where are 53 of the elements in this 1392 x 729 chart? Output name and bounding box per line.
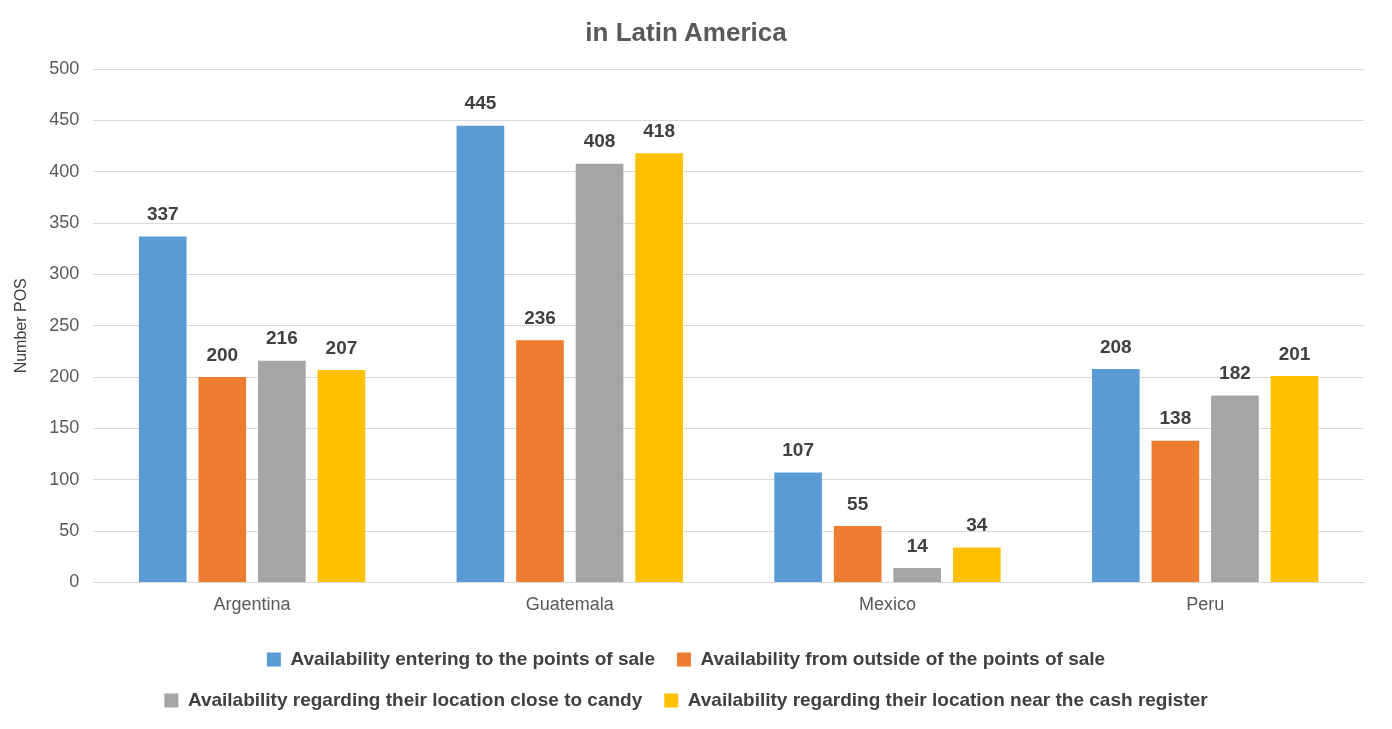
y-tick-label: 500 bbox=[49, 58, 80, 79]
data-label: 207 bbox=[325, 336, 358, 358]
data-label: 337 bbox=[146, 203, 179, 225]
legend-label: Availability regarding their location close to candy bbox=[187, 688, 643, 710]
y-tick-label: 350 bbox=[49, 212, 80, 233]
legend-label: Availability entering to the points of sale bbox=[290, 647, 655, 669]
y-axis-title: Number POS bbox=[12, 278, 30, 374]
bar bbox=[1091, 368, 1140, 582]
data-label: 34 bbox=[966, 514, 988, 536]
bar bbox=[635, 153, 683, 582]
bar bbox=[952, 547, 1001, 582]
y-tick-label: 250 bbox=[49, 314, 80, 335]
x-tick-label: Guatemala bbox=[525, 594, 615, 615]
bar bbox=[833, 525, 882, 582]
y-tick-label: 0 bbox=[69, 571, 80, 592]
data-label: 408 bbox=[583, 130, 616, 152]
bar bbox=[774, 472, 822, 582]
bar bbox=[456, 125, 505, 582]
bar bbox=[258, 360, 306, 582]
bar bbox=[1211, 395, 1259, 582]
chart-title: in Latin America bbox=[585, 16, 788, 47]
bar bbox=[1151, 440, 1200, 582]
bar bbox=[516, 340, 564, 582]
data-label: 216 bbox=[266, 327, 298, 349]
bar bbox=[138, 236, 187, 582]
legend-label: Availability from outside of the points of sale bbox=[700, 647, 1106, 669]
x-tick-label: Peru bbox=[1186, 594, 1225, 615]
data-label: 445 bbox=[464, 92, 497, 114]
bar bbox=[893, 568, 942, 582]
y-tick-label: 300 bbox=[49, 263, 80, 284]
data-label: 200 bbox=[206, 343, 239, 365]
bar bbox=[198, 377, 247, 582]
y-tick-label: 450 bbox=[49, 109, 80, 130]
y-tick-label: 200 bbox=[49, 366, 80, 387]
data-label: 55 bbox=[847, 492, 869, 514]
data-label: 208 bbox=[1099, 335, 1132, 357]
data-label: 182 bbox=[1219, 362, 1251, 384]
data-label: 138 bbox=[1159, 407, 1192, 429]
data-label: 201 bbox=[1278, 342, 1311, 364]
data-label: 107 bbox=[782, 439, 814, 461]
x-tick-label: Mexico bbox=[858, 594, 916, 615]
bar bbox=[317, 369, 366, 582]
y-tick-label: 50 bbox=[59, 520, 80, 541]
y-tick-label: 150 bbox=[49, 417, 80, 438]
y-tick-label: 100 bbox=[49, 468, 80, 489]
data-label: 236 bbox=[524, 306, 556, 328]
data-label: 14 bbox=[906, 534, 929, 556]
bar bbox=[575, 163, 624, 582]
bar bbox=[1270, 376, 1319, 582]
x-tick-label: Argentina bbox=[213, 594, 292, 615]
data-label: 418 bbox=[643, 120, 675, 142]
y-tick-label: 400 bbox=[49, 160, 80, 181]
legend-label: Availability regarding their location near the cash register bbox=[687, 688, 1209, 710]
